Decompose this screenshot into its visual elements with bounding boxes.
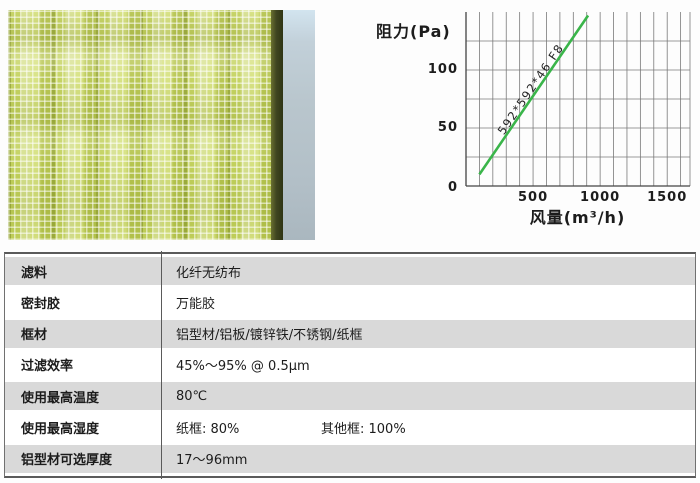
background-wall [283, 10, 315, 240]
spec-value: 17～96mm [176, 453, 248, 469]
x-tick-label: 1000 [580, 190, 621, 205]
table-row: 框材 铝型材/铝板/镀锌铁/不锈钢/纸框 [5, 316, 695, 351]
spec-value: 纸框: 80% [176, 422, 240, 438]
spec-value: 化纤无纺布 [176, 265, 242, 281]
table-column-divider [161, 251, 162, 479]
spec-label: 密封胶 [21, 296, 61, 312]
table-row: 过滤效率 45%～95% @ 0.5μm [5, 350, 695, 380]
spec-label: 铝型材可选厚度 [21, 453, 113, 469]
spec-value: 万能胶 [176, 296, 216, 312]
spec-table: 滤料 化纤无纺布 密封胶 万能胶 框材 铝型材/铝板/镀锌铁/不锈钢/纸框 过滤… [4, 251, 696, 479]
series-line [478, 14, 590, 176]
table-row: 使用最高温度 80℃ [5, 379, 695, 414]
spec-label: 使用最高温度 [21, 390, 100, 406]
spec-value: 铝型材/铝板/镀锌铁/不锈钢/纸框 [176, 328, 363, 344]
resistance-airflow-chart: 阻力(Pa) 592*592*46 F8 500 1000 1500 50 100 0 风… [360, 0, 700, 235]
spec-value: 45%～95% @ 0.5μm [176, 359, 310, 375]
table-row: 使用最高湿度 纸框: 80% 其他框: 100% [5, 413, 695, 442]
series-label: 592*592*46 F8 [495, 41, 567, 137]
filter-frame-edge [271, 10, 283, 240]
x-axis-title: 风量(m³/h) [529, 208, 626, 227]
pleated-media-texture [8, 10, 271, 240]
table-row: 铝型材可选厚度 17～96mm [5, 441, 695, 476]
spec-label: 使用最高湿度 [21, 422, 100, 438]
y-tick-label: 100 [427, 62, 458, 77]
x-tick-label: 500 [517, 190, 549, 205]
chart-plot-area: 592*592*46 F8 [465, 12, 691, 187]
y-tick-label: 50 [437, 120, 458, 135]
table-row: 滤料 化纤无纺布 [5, 254, 695, 289]
spec-value-secondary: 其他框: 100% [321, 422, 406, 438]
spec-label: 框材 [21, 328, 48, 344]
spec-value: 80℃ [176, 388, 208, 404]
spec-label: 滤料 [21, 265, 48, 281]
y-axis-title: 阻力(Pa) [376, 22, 451, 41]
x-tick-label: 1500 [647, 190, 688, 205]
origin-tick-label: 0 [447, 180, 458, 195]
spec-label: 过滤效率 [21, 359, 74, 375]
filter-product-photo [8, 10, 315, 240]
table-row: 密封胶 万能胶 [5, 288, 695, 317]
